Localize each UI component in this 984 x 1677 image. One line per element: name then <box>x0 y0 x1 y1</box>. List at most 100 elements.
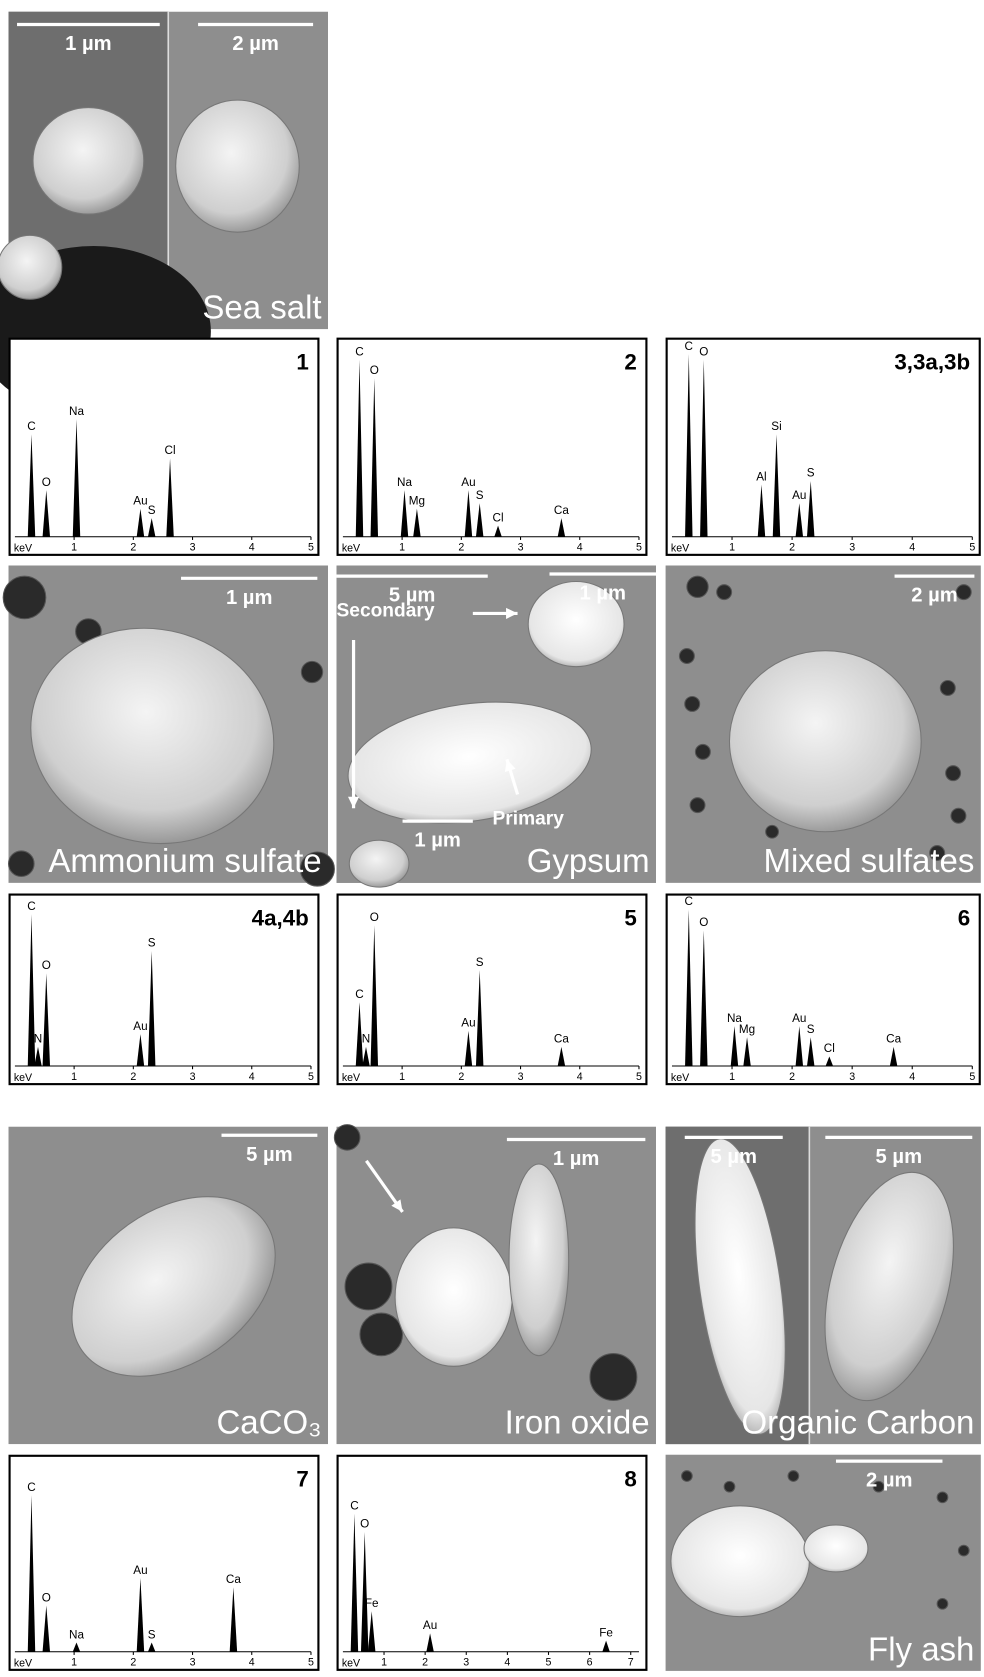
scale-bar-label: 5 µm <box>246 1144 292 1166</box>
x-tick-label: 5 <box>308 1071 314 1083</box>
micrograph: 5 µm CaCO₃ <box>9 1127 328 1444</box>
peak-label: Na <box>69 1628 84 1641</box>
x-tick-label: 1 <box>71 542 77 554</box>
x-axis-unit: keV <box>14 1072 33 1084</box>
peak-label: Au <box>133 495 147 508</box>
peak-label: Ca <box>226 1573 241 1586</box>
peak-label: O <box>699 916 708 929</box>
x-tick-label: 2 <box>789 542 795 554</box>
peak-label: Au <box>133 1564 147 1577</box>
spectrum: 12345keV6CONaMgAuSClCa <box>667 895 980 1085</box>
pore <box>301 661 322 682</box>
x-tick-label: 2 <box>789 1071 795 1083</box>
spectrum-frame <box>10 1456 319 1670</box>
peak-label: Cl <box>493 511 504 524</box>
pore <box>682 1471 693 1482</box>
x-tick-label: 3 <box>849 542 855 554</box>
peak-label: Au <box>792 1012 806 1025</box>
micrograph-label: Sea salt <box>202 288 321 325</box>
spectrum-number: 7 <box>296 1467 308 1492</box>
micrograph-label: Organic Carbon <box>741 1403 974 1440</box>
spectrum: 1234567keV8COFeAuFe <box>338 1456 647 1670</box>
peak-label: S <box>476 489 484 502</box>
x-tick-label: 4 <box>504 1657 510 1669</box>
x-tick-label: 1 <box>71 1657 77 1669</box>
peak-label: Fe <box>599 1626 613 1639</box>
scale-bar-label: 1 µm <box>226 587 273 609</box>
spectrum-number: 8 <box>624 1467 636 1492</box>
peak-label: Cl <box>165 444 176 457</box>
peak-label: Mg <box>739 1023 755 1036</box>
spectrum: 12345keV3,3a,3bCOAlSiAuS <box>667 339 980 555</box>
micrograph: 5 µm1 µm1 µmSecondaryPrimaryGypsum <box>337 566 656 888</box>
peak-label: N <box>34 1033 42 1046</box>
x-tick-label: 2 <box>458 542 464 554</box>
peak-label: C <box>685 340 693 353</box>
peak-label: O <box>42 476 51 489</box>
micrograph: 5 µm5 µmOrganic Carbon <box>666 1127 981 1444</box>
x-tick-label: 4 <box>909 542 915 554</box>
peak-label: Mg <box>409 495 425 508</box>
peak-label: O <box>42 1591 51 1604</box>
x-tick-label: 5 <box>308 1657 314 1669</box>
x-tick-label: 3 <box>518 542 524 554</box>
particle <box>0 235 62 299</box>
x-tick-label: 2 <box>130 542 136 554</box>
x-tick-label: 3 <box>463 1657 469 1669</box>
spectrum-frame <box>667 895 980 1085</box>
pore <box>937 1598 948 1609</box>
pore <box>937 1492 948 1503</box>
micrograph: 2 µm Mixed sulfates <box>666 566 981 883</box>
pore <box>9 851 35 877</box>
micrograph-label: CaCO₃ <box>216 1403 321 1440</box>
peak-label: Ca <box>886 1033 901 1046</box>
scale-bar-label: 5 µm <box>876 1146 923 1168</box>
pore <box>3 576 46 619</box>
x-tick-label: 5 <box>636 542 642 554</box>
pore <box>695 744 710 759</box>
spectrum: 12345keV4a,4bCNOAuS <box>10 895 319 1085</box>
peak-label: Na <box>69 405 84 418</box>
particle <box>349 840 409 887</box>
x-tick-label: 4 <box>249 542 255 554</box>
pore <box>360 1313 403 1356</box>
x-tick-label: 5 <box>546 1657 552 1669</box>
pore <box>679 649 694 664</box>
spectrum-number: 4a,4b <box>252 905 309 930</box>
scale-bar-label: 1 µm <box>65 33 112 55</box>
peak-label: C <box>350 1499 358 1512</box>
scale-bar-label: 2 µm <box>911 585 957 607</box>
peak-label: S <box>476 956 484 969</box>
scale-bar-label: 1 µm <box>414 830 461 852</box>
peak-label: C <box>355 988 363 1001</box>
particle <box>33 108 144 214</box>
micrograph-label: Mixed sulfates <box>763 842 974 879</box>
pore <box>345 1263 392 1310</box>
peak-label: C <box>355 345 363 358</box>
x-tick-label: 2 <box>130 1657 136 1669</box>
pore <box>951 808 966 823</box>
peak-label: Na <box>397 476 412 489</box>
pore <box>724 1481 735 1492</box>
page: {"images": [ {"label": "Sea salt", "scal… <box>0 0 984 1672</box>
peak-label: O <box>42 959 51 972</box>
spectrum-number: 1 <box>296 350 308 375</box>
scale-bar-label: 2 µm <box>866 1470 913 1492</box>
x-tick-label: 3 <box>849 1071 855 1083</box>
x-axis-unit: keV <box>342 543 361 555</box>
x-axis-unit: keV <box>342 1072 361 1084</box>
x-tick-label: 2 <box>422 1657 428 1669</box>
peak-label: O <box>370 911 379 924</box>
x-axis-unit: keV <box>14 1658 33 1670</box>
spectrum-number: 2 <box>624 350 636 375</box>
x-tick-label: 5 <box>969 542 975 554</box>
x-tick-label: 7 <box>628 1657 634 1669</box>
peak-label: S <box>807 1023 815 1036</box>
x-tick-label: 5 <box>636 1071 642 1083</box>
figure: 1 µm2 µmSea salt2 µmAged sea salt2 µmSil… <box>0 0 984 1672</box>
pore <box>685 696 700 711</box>
peak-label: Ca <box>554 1033 569 1046</box>
peak-label: O <box>370 364 379 377</box>
x-axis-unit: keV <box>671 543 690 555</box>
peak-label: Fe <box>365 1597 379 1610</box>
